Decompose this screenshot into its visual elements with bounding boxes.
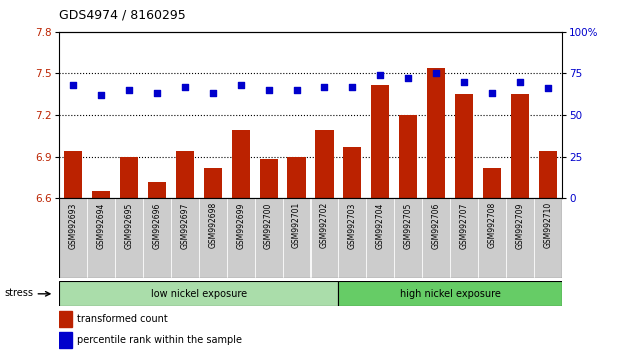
Point	[459, 79, 469, 85]
Text: high nickel exposure: high nickel exposure	[400, 289, 501, 299]
Bar	[204, 168, 222, 198]
Point	[348, 84, 358, 90]
Bar	[59, 198, 87, 278]
Point	[207, 91, 217, 96]
Text: GSM992704: GSM992704	[376, 202, 385, 249]
Bar	[288, 156, 306, 198]
Point	[235, 82, 245, 88]
Text: stress: stress	[5, 287, 34, 298]
Text: GSM992703: GSM992703	[348, 202, 357, 249]
Bar	[539, 151, 557, 198]
Bar	[64, 151, 82, 198]
Bar	[338, 198, 366, 278]
Point	[487, 91, 497, 96]
Text: GSM992696: GSM992696	[152, 202, 161, 249]
Text: GSM992693: GSM992693	[68, 202, 78, 249]
Text: GSM992709: GSM992709	[515, 202, 525, 249]
Text: GSM992710: GSM992710	[543, 202, 553, 249]
Bar	[455, 94, 473, 198]
Bar	[171, 198, 199, 278]
Bar	[148, 182, 166, 198]
Text: percentile rank within the sample: percentile rank within the sample	[76, 335, 242, 345]
Bar	[483, 168, 501, 198]
Point	[404, 76, 414, 81]
Point	[515, 79, 525, 85]
Bar	[283, 198, 310, 278]
Bar	[227, 198, 255, 278]
Point	[96, 92, 106, 98]
Bar	[87, 198, 115, 278]
Bar	[511, 94, 529, 198]
Bar	[506, 198, 534, 278]
Bar	[199, 198, 227, 278]
Text: GSM992702: GSM992702	[320, 202, 329, 249]
Bar	[120, 156, 138, 198]
Bar	[399, 115, 417, 198]
Point	[319, 84, 329, 90]
Text: GSM992701: GSM992701	[292, 202, 301, 249]
Text: low nickel exposure: low nickel exposure	[151, 289, 247, 299]
Bar	[115, 198, 143, 278]
Text: GDS4974 / 8160295: GDS4974 / 8160295	[59, 8, 186, 21]
Bar	[371, 85, 389, 198]
Bar	[315, 130, 333, 198]
Bar	[92, 191, 110, 198]
Bar	[59, 281, 338, 306]
Text: GSM992705: GSM992705	[404, 202, 413, 249]
Point	[180, 84, 190, 90]
Text: GSM992697: GSM992697	[180, 202, 189, 249]
Text: GSM992698: GSM992698	[208, 202, 217, 249]
Bar	[176, 151, 194, 198]
Point	[152, 91, 161, 96]
Text: GSM992700: GSM992700	[264, 202, 273, 249]
Text: GSM992708: GSM992708	[487, 202, 497, 249]
Point	[124, 87, 134, 93]
Point	[263, 87, 273, 93]
Text: GSM992695: GSM992695	[124, 202, 134, 249]
Bar	[143, 198, 171, 278]
Point	[543, 86, 553, 91]
Bar	[534, 198, 562, 278]
Bar	[427, 68, 445, 198]
Text: GSM992706: GSM992706	[432, 202, 441, 249]
Bar	[366, 198, 394, 278]
Bar	[478, 198, 506, 278]
Bar	[338, 281, 562, 306]
Bar	[59, 332, 71, 348]
Bar	[422, 198, 450, 278]
Bar	[394, 198, 422, 278]
Point	[292, 87, 302, 93]
Bar	[232, 130, 250, 198]
Bar	[255, 198, 283, 278]
Bar	[59, 311, 71, 327]
Bar	[260, 159, 278, 198]
Text: GSM992694: GSM992694	[96, 202, 106, 249]
Text: GSM992707: GSM992707	[460, 202, 469, 249]
Text: GSM992699: GSM992699	[236, 202, 245, 249]
Bar	[310, 198, 338, 278]
Point	[431, 71, 441, 76]
Text: transformed count: transformed count	[76, 314, 167, 324]
Bar	[450, 198, 478, 278]
Point	[375, 72, 385, 78]
Point	[68, 82, 78, 88]
Bar	[343, 147, 361, 198]
